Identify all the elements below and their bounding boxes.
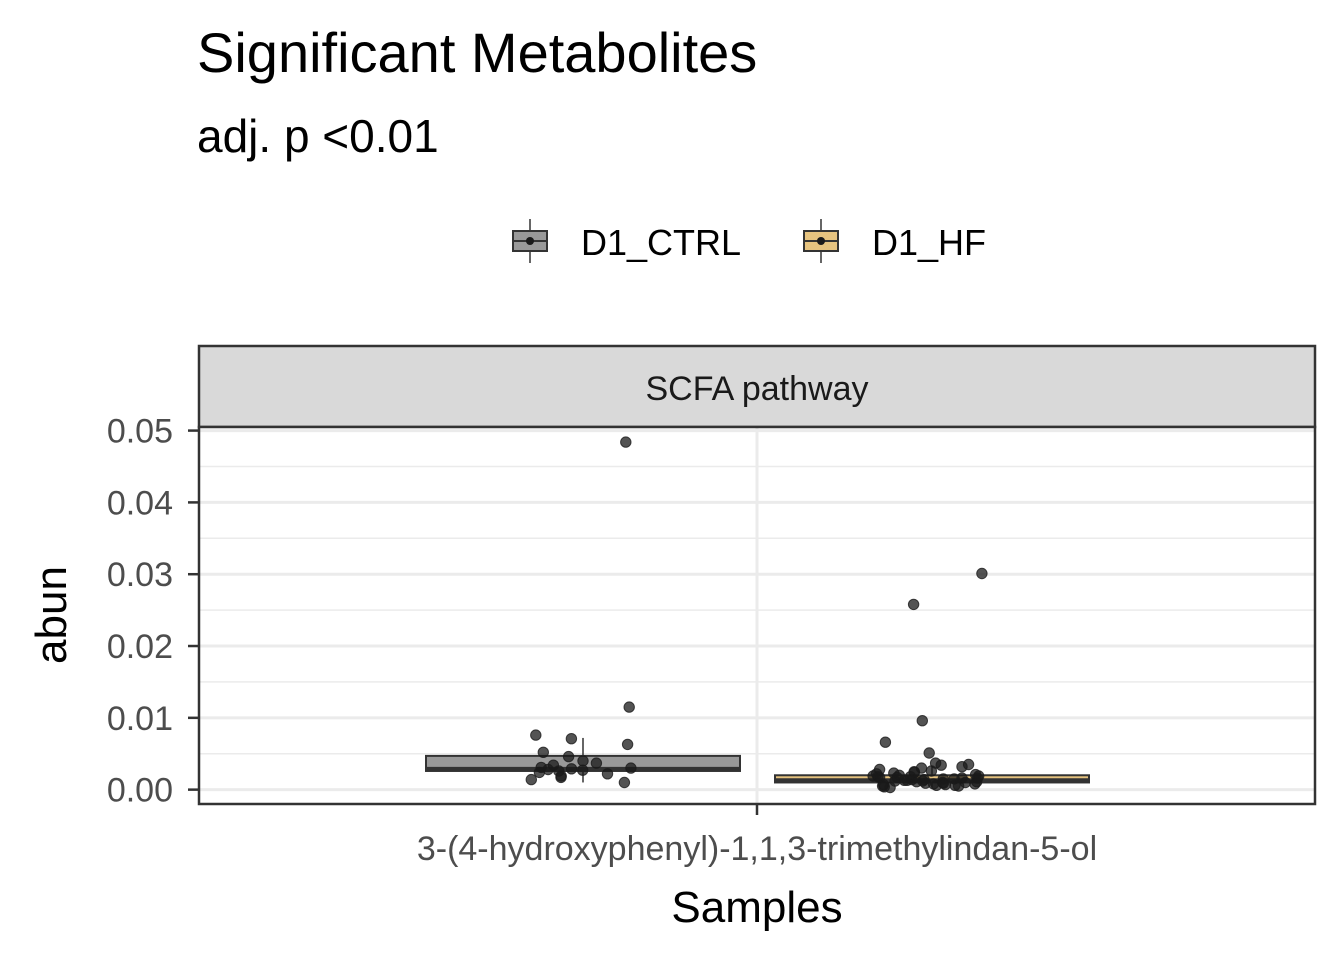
x-axis-title: Samples (671, 883, 842, 932)
y-axis-title: abun (27, 566, 76, 664)
data-point-d1-hf (935, 759, 947, 771)
facet-strip: SCFA pathway (197, 344, 1317, 429)
data-point-d1-hf (956, 761, 968, 773)
data-point-d1-ctrl (590, 757, 603, 769)
data-point-d1-ctrl (621, 738, 634, 751)
data-point-d1-hf (930, 779, 943, 791)
chart-subtitle: adj. p <0.01 (197, 110, 439, 162)
legend-label-d1-hf: D1_HF (872, 222, 986, 263)
data-point-d1-hf (879, 736, 892, 748)
data-point-d1-hf (916, 715, 928, 727)
data-point-d1-ctrl (623, 701, 635, 713)
data-point-d1-ctrl (625, 762, 637, 774)
chart-title: Significant Metabolites (197, 21, 757, 84)
y-tick-label: 0.00 (107, 772, 173, 810)
data-point-d1-ctrl (565, 733, 578, 745)
legend-label-d1-ctrl: D1_CTRL (581, 222, 741, 263)
y-tick-label: 0.03 (107, 556, 173, 594)
data-point-d1-ctrl (618, 776, 631, 789)
data-point-d1-hf (884, 781, 896, 794)
legend: D1_CTRL D1_HF (512, 219, 986, 263)
legend-key-d1-hf (803, 219, 839, 263)
data-point-d1-ctrl (620, 436, 632, 448)
data-point-d1-ctrl (601, 768, 614, 780)
y-axis: 0.00 0.01 0.02 0.03 0.04 0.05 (107, 413, 199, 810)
data-point-d1-hf (923, 747, 935, 759)
y-tick-label: 0.02 (107, 628, 173, 666)
data-point-d1-hf (901, 774, 913, 786)
data-point-d1-ctrl (562, 750, 575, 763)
data-point-d1-hf (976, 567, 988, 580)
data-point-d1-ctrl (555, 771, 567, 784)
data-point-d1-ctrl (533, 766, 546, 779)
data-point-d1-hf (907, 598, 920, 611)
y-tick-label: 0.04 (107, 484, 173, 522)
data-point-d1-ctrl (577, 764, 589, 776)
data-points (525, 436, 988, 794)
data-point-d1-ctrl (525, 773, 537, 786)
facet-strip-label: SCFA pathway (645, 370, 868, 408)
data-point-d1-ctrl (565, 763, 578, 775)
data-point-d1-ctrl (530, 729, 542, 741)
data-point-d1-hf (925, 765, 938, 777)
legend-key-d1-ctrl (512, 219, 548, 263)
y-tick-label: 0.05 (107, 413, 173, 451)
data-point-d1-hf (952, 780, 965, 792)
x-tick-label: 3-(4-hydroxyphenyl)-1,1,3-trimethylindan… (417, 830, 1097, 868)
data-point-d1-ctrl (537, 746, 549, 758)
data-point-d1-hf (969, 778, 981, 790)
y-tick-label: 0.01 (107, 700, 173, 738)
